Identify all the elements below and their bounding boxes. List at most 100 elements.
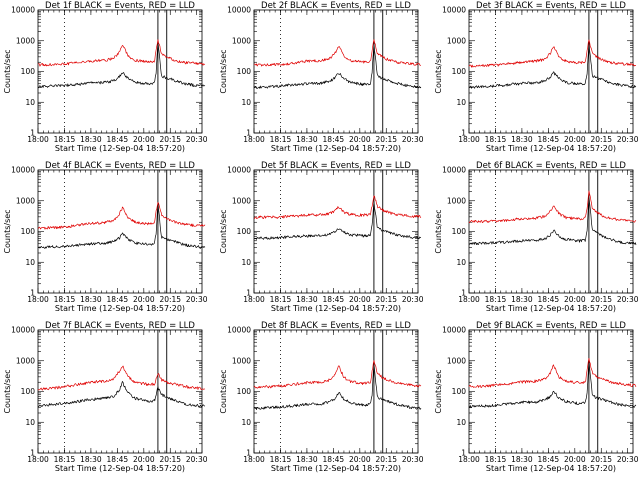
x-tick-label: 18:00: [243, 295, 265, 304]
y-tick-label: 10000: [11, 166, 35, 175]
panel-title: Det 7f BLACK = Events, RED = LLD: [45, 321, 195, 331]
x-tick-label: 18:45: [323, 455, 345, 464]
y-tick-label: 10: [25, 98, 35, 107]
panel-title: Det 2f BLACK = Events, RED = LLD: [261, 1, 411, 11]
x-tick-label: 18:30: [80, 135, 102, 144]
x-tick-label: 18:15: [485, 295, 507, 304]
lld-series-line: [37, 202, 206, 230]
y-tick-label: 1000: [447, 196, 466, 205]
panel-7: Det 7f BLACK = Events, RED = LLD 1 10 100 10…: [3, 321, 208, 473]
x-tick-label: 20:30: [186, 135, 208, 144]
y-axis-label: Counts/sec: [219, 369, 228, 413]
x-tick-label: 20:30: [402, 455, 424, 464]
y-tick-label: 10000: [11, 326, 35, 335]
x-tick-label: 18:45: [107, 455, 129, 464]
panel-title: Det 3f BLACK = Events, RED = LLD: [476, 1, 626, 11]
x-tick-label: 20:30: [186, 295, 208, 304]
lld-series-line: [468, 190, 637, 224]
panel-3: Det 3f BLACK = Events, RED = LLD 1 10 100 10…: [434, 1, 639, 153]
x-tick-label: 18:00: [27, 135, 49, 144]
x-axis-label: Start Time (12-Sep-04 18:57:20): [55, 304, 185, 313]
plot-frame: [468, 329, 634, 454]
x-tick-label: 20:00: [133, 455, 155, 464]
events-series-line: [253, 364, 422, 410]
x-tick-label: 20:00: [349, 295, 371, 304]
events-series-line: [37, 381, 206, 408]
plot-frame: [37, 169, 203, 294]
y-tick-label: 10000: [227, 6, 251, 15]
x-tick-label: 20:30: [617, 135, 639, 144]
panel-title: Det 5f BLACK = Events, RED = LLD: [261, 161, 411, 171]
x-tick-label: 20:00: [564, 455, 586, 464]
plot-frame: [253, 329, 419, 454]
x-tick-label: 18:15: [270, 295, 292, 304]
y-tick-label: 100: [21, 227, 36, 236]
x-tick-label: 18:15: [485, 135, 507, 144]
x-tick-label: 20:15: [159, 295, 181, 304]
x-tick-label: 18:45: [323, 295, 345, 304]
x-tick-label: 18:30: [296, 295, 318, 304]
x-tick-label: 18:30: [80, 295, 102, 304]
y-tick-label: 10: [241, 418, 251, 427]
y-tick-label: 10000: [11, 6, 35, 15]
x-tick-label: 18:00: [458, 135, 480, 144]
y-tick-label: 10: [456, 258, 466, 267]
x-tick-label: 18:45: [107, 135, 129, 144]
events-series-line: [253, 43, 422, 89]
x-tick-label: 18:15: [270, 135, 292, 144]
x-tick-label: 18:30: [80, 455, 102, 464]
x-tick-label: 18:45: [538, 295, 560, 304]
y-tick-label: 100: [237, 387, 252, 396]
x-axis-label: Start Time (12-Sep-04 18:57:20): [271, 144, 401, 153]
x-tick-label: 20:30: [402, 135, 424, 144]
plot-frame: [253, 9, 419, 134]
y-tick-label: 10000: [442, 6, 466, 15]
lld-series-line: [37, 365, 206, 391]
y-tick-label: 10: [25, 418, 35, 427]
panel-6: Det 6f BLACK = Events, RED = LLD 1 10 100 10…: [434, 161, 639, 313]
x-tick-label: 18:45: [323, 135, 345, 144]
panel-title: Det 6f BLACK = Events, RED = LLD: [476, 161, 626, 171]
lld-series-line: [253, 39, 421, 67]
panel-title: Det 4f BLACK = Events, RED = LLD: [45, 161, 195, 171]
y-tick-label: 1000: [447, 36, 466, 45]
y-axis-label: Counts/sec: [3, 209, 12, 253]
lld-series-line: [253, 360, 422, 389]
panel-title: Det 9f BLACK = Events, RED = LLD: [476, 321, 626, 331]
x-tick-label: 18:30: [296, 455, 318, 464]
y-axis-label: Counts/sec: [434, 49, 443, 93]
y-tick-label: 1000: [232, 36, 251, 45]
y-tick-label: 1000: [232, 356, 251, 365]
events-series-line: [253, 200, 422, 240]
y-tick-label: 1000: [447, 356, 466, 365]
y-axis-label: Counts/sec: [3, 49, 12, 93]
events-series-line: [468, 359, 637, 409]
x-tick-label: 20:00: [564, 295, 586, 304]
y-tick-label: 10: [456, 98, 466, 107]
y-tick-label: 1000: [16, 196, 35, 205]
panel-2: Det 2f BLACK = Events, RED = LLD 1 10 100 10…: [219, 1, 424, 153]
y-tick-label: 1: [461, 289, 466, 298]
x-tick-label: 18:00: [243, 455, 265, 464]
x-tick-label: 18:00: [27, 295, 49, 304]
y-tick-label: 100: [452, 67, 467, 76]
y-axis-label: Counts/sec: [3, 369, 12, 413]
x-tick-label: 20:15: [590, 295, 612, 304]
plot-frame: [37, 329, 203, 454]
y-tick-label: 10000: [227, 326, 251, 335]
x-tick-label: 18:45: [538, 455, 560, 464]
x-tick-label: 20:00: [349, 135, 371, 144]
x-tick-label: 20:30: [617, 295, 639, 304]
x-tick-label: 18:30: [511, 295, 533, 304]
events-series-line: [37, 42, 206, 89]
lld-series-line: [468, 39, 636, 68]
panel-4: Det 4f BLACK = Events, RED = LLD 1 10 100 10…: [3, 161, 208, 313]
x-tick-label: 18:00: [458, 455, 480, 464]
y-tick-label: 1000: [16, 356, 35, 365]
y-axis-label: Counts/sec: [219, 49, 228, 93]
x-tick-label: 18:45: [107, 295, 129, 304]
y-tick-label: 10000: [442, 166, 466, 175]
y-tick-label: 10: [25, 258, 35, 267]
x-tick-label: 20:15: [375, 455, 397, 464]
x-tick-label: 20:15: [159, 135, 181, 144]
